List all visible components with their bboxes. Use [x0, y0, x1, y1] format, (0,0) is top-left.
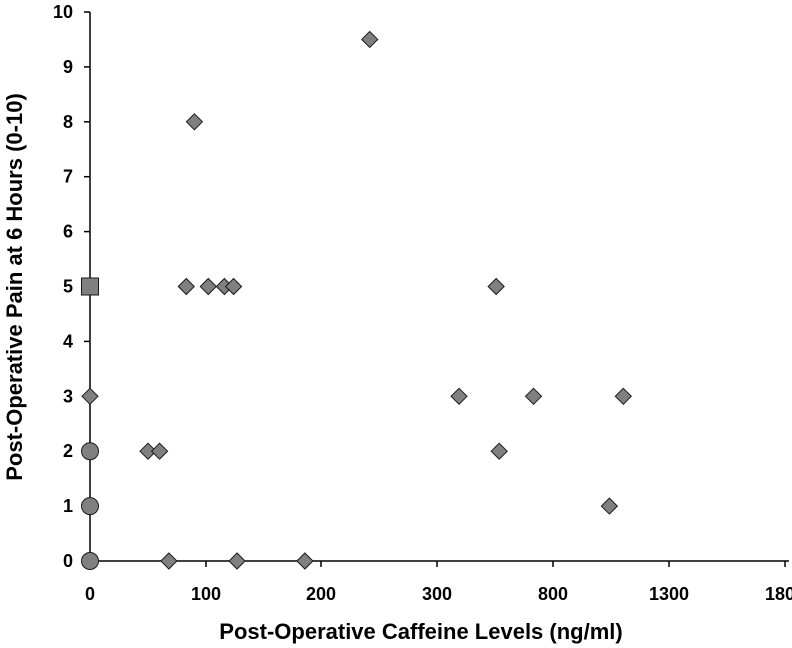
- x-tick-label: 100: [191, 584, 221, 604]
- x-axis-label: Post-Operative Caffeine Levels (ng/ml): [219, 619, 622, 644]
- y-tick-label: 5: [63, 277, 73, 297]
- diamond-point: [524, 387, 543, 406]
- y-axis-label: Post-Operative Pain at 6 Hours (0-10): [2, 93, 27, 481]
- y-tick-label: 9: [63, 57, 73, 77]
- x-tick-label: 200: [306, 584, 336, 604]
- y-ticks: 0 1 2 3 4 5 6 7 8 9 10: [53, 2, 90, 571]
- x-tick-label: 0: [85, 584, 95, 604]
- diamond-point: [614, 387, 633, 406]
- diamond-point: [185, 113, 204, 131]
- diamond-point: [450, 387, 468, 406]
- y-tick-label: 0: [63, 551, 73, 571]
- diamond-point: [361, 30, 379, 49]
- square-point: [81, 277, 99, 296]
- diamond-point: [224, 277, 243, 296]
- diamond-point: [490, 442, 508, 460]
- x-tick-label: 1800: [765, 584, 792, 604]
- y-tick-label: 7: [63, 167, 73, 187]
- diamond-point: [600, 497, 619, 515]
- diamond-point: [177, 277, 195, 296]
- y-tick-label: 4: [63, 331, 73, 351]
- diamond-point: [81, 387, 99, 406]
- diamond-point: [139, 442, 157, 460]
- data-points: [81, 30, 633, 570]
- y-tick-label: 8: [63, 112, 73, 132]
- x-tick-label: 1300: [649, 584, 689, 604]
- y-tick-label: 10: [53, 2, 73, 22]
- x-ticks: 0 100 200 300 800 1300 1800: [85, 561, 792, 604]
- y-tick-label: 6: [63, 222, 73, 242]
- diamond-point: [296, 552, 314, 570]
- diamond-point: [199, 277, 218, 296]
- y-tick-label: 1: [63, 496, 73, 516]
- x-tick-label: 300: [422, 584, 452, 604]
- circle-point: [81, 442, 99, 461]
- diamond-point: [228, 552, 246, 570]
- y-tick-label: 3: [63, 386, 73, 406]
- diamond-point: [487, 277, 505, 296]
- diamond-point: [160, 552, 178, 570]
- x-tick-label: 800: [538, 584, 568, 604]
- y-tick-label: 2: [63, 441, 73, 461]
- circle-point: [81, 497, 99, 516]
- diamond-point: [150, 442, 169, 460]
- circle-point: [81, 552, 99, 570]
